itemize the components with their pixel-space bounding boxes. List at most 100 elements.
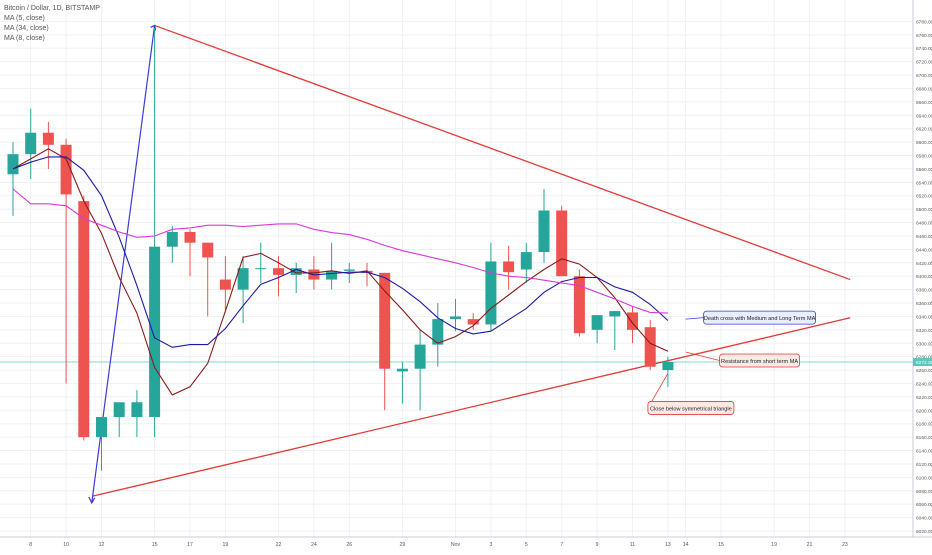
ma-5-line: [12, 148, 669, 396]
date-tick-label: 7: [560, 542, 563, 548]
time-axis-background: [0, 537, 932, 550]
date-tick-label: 22: [276, 542, 282, 548]
price-tick-label: 6300.00: [916, 341, 932, 347]
price-tick-label: 6200.00: [916, 408, 932, 414]
date-tick-label: 14: [683, 542, 689, 548]
price-tick-label: 6040.00: [916, 516, 932, 522]
candle-up: [343, 269, 355, 271]
arrowhead-bottom: [88, 496, 96, 505]
symbol-title[interactable]: Bitcoin / Dollar, 1D, BITSTAMP: [4, 5, 100, 12]
candle-up: [396, 368, 408, 372]
price-tick-label: 6440.00: [916, 247, 932, 253]
candle-down: [78, 201, 90, 438]
price-tick-label: 6340.00: [916, 314, 932, 320]
annotation-label: Death cross with Medium and Long Term MA: [704, 316, 816, 322]
time-axis[interactable]: 8 10 12 15 17 19 22 24 26 29 Nov 3 5 7 9 11 13 14 15 19 21 23: [0, 536, 932, 550]
candle-down: [219, 279, 231, 290]
price-tick-label: 6100.00: [916, 475, 932, 481]
candle-down: [644, 327, 656, 367]
candle-down: [467, 319, 479, 325]
date-tick-label: 19: [771, 542, 777, 548]
price-tick-label: 6640.00: [916, 113, 932, 119]
date-tick-label: 15: [152, 542, 158, 548]
date-tick-label: 29: [400, 542, 406, 548]
ma-8-line: [12, 156, 669, 348]
candle-up: [7, 154, 19, 175]
price-tick-label: 6480.00: [916, 221, 932, 227]
candle-down: [379, 272, 391, 369]
candle-up: [25, 132, 37, 155]
price-tick-label: 6580.00: [916, 154, 932, 160]
date-tick-label: 8: [29, 542, 32, 548]
candle-up: [609, 311, 621, 317]
triangle-trendline: [92, 317, 851, 497]
candle-up: [414, 344, 426, 369]
price-tick-label: 6520.00: [916, 194, 932, 200]
date-tick-label: 10: [63, 542, 69, 548]
last-price-tag: [913, 358, 932, 367]
date-tick-label: 19: [223, 542, 229, 548]
candle-down: [556, 210, 568, 277]
candle-down: [42, 132, 54, 145]
price-tick-label: 6560.00: [916, 167, 932, 173]
candle-down: [202, 242, 214, 258]
price-tick-label: 6360.00: [916, 301, 932, 307]
date-tick-label: 26: [346, 542, 352, 548]
price-axis[interactable]: 6780.00 6760.00 6740.00 6720.00 6700.00 6680.…: [912, 0, 932, 550]
price-tick-label: 6320.00: [916, 328, 932, 334]
candle-up: [255, 268, 267, 270]
price-tick-label: 6660.00: [916, 100, 932, 106]
date-tick-label: 12: [99, 542, 105, 548]
price-axis-background: [913, 0, 932, 550]
candle-down: [503, 261, 515, 273]
annotation-label: Resistance from short term MA: [721, 359, 798, 365]
candle-up: [113, 402, 125, 418]
price-tick-label: 6240.00: [916, 381, 932, 387]
candle-down: [60, 144, 72, 195]
price-tick-label: 6420.00: [916, 261, 932, 267]
price-tick-label: 6140.00: [916, 449, 932, 455]
price-tick-label: 6080.00: [916, 489, 932, 495]
date-tick-label: 21: [807, 542, 813, 548]
annotation-layer: Death cross with Medium and Long Term MA…: [647, 310, 816, 415]
candle-down: [273, 268, 284, 275]
price-tick-label: 6380.00: [916, 288, 932, 294]
indicator-ma-5[interactable]: MA (5, close): [4, 15, 45, 22]
candle-up: [662, 362, 674, 371]
indicator-ma-8[interactable]: MA (8, close): [4, 35, 45, 42]
date-tick-label: 11: [630, 542, 635, 548]
price-tick-label: 6220.00: [916, 395, 932, 401]
price-tick-label: 6700.00: [916, 73, 932, 79]
candle-up: [237, 268, 249, 290]
candle-up: [591, 315, 603, 330]
price-tick-label: 6500.00: [916, 207, 932, 213]
candles-layer: [7, 28, 674, 471]
date-tick-label: 9: [596, 542, 599, 548]
price-tick-label: 6780.00: [916, 19, 932, 25]
candle-down: [184, 231, 196, 243]
price-tick-label: 6180.00: [916, 422, 932, 428]
indicator-ma-34[interactable]: MA (34, close): [4, 25, 49, 32]
candle-up: [290, 268, 302, 275]
chart-legend: Bitcoin / Dollar, 1D, BITSTAMP MA (5, cl…: [4, 4, 100, 44]
price-tick-label: 6460.00: [916, 234, 932, 240]
candle-up: [326, 270, 338, 280]
grid-layer: [0, 0, 913, 537]
annotation-box: [703, 310, 816, 325]
price-tick-label: 6600.00: [916, 140, 932, 146]
price-tick-label: 6740.00: [916, 46, 932, 52]
date-tick-label: 15: [718, 542, 724, 548]
annotation-pointer: [685, 317, 704, 320]
date-tick-label: 23: [842, 542, 848, 548]
candle-up: [96, 417, 107, 438]
candle-up: [485, 261, 497, 325]
candle-up: [520, 252, 532, 270]
date-tick-label: 24: [311, 542, 317, 548]
annotation-box: [647, 401, 735, 415]
candle-down: [627, 312, 638, 330]
price-tick-label: 6680.00: [916, 86, 932, 92]
candle-up: [538, 210, 550, 253]
price-tick-label: 6060.00: [916, 502, 932, 508]
